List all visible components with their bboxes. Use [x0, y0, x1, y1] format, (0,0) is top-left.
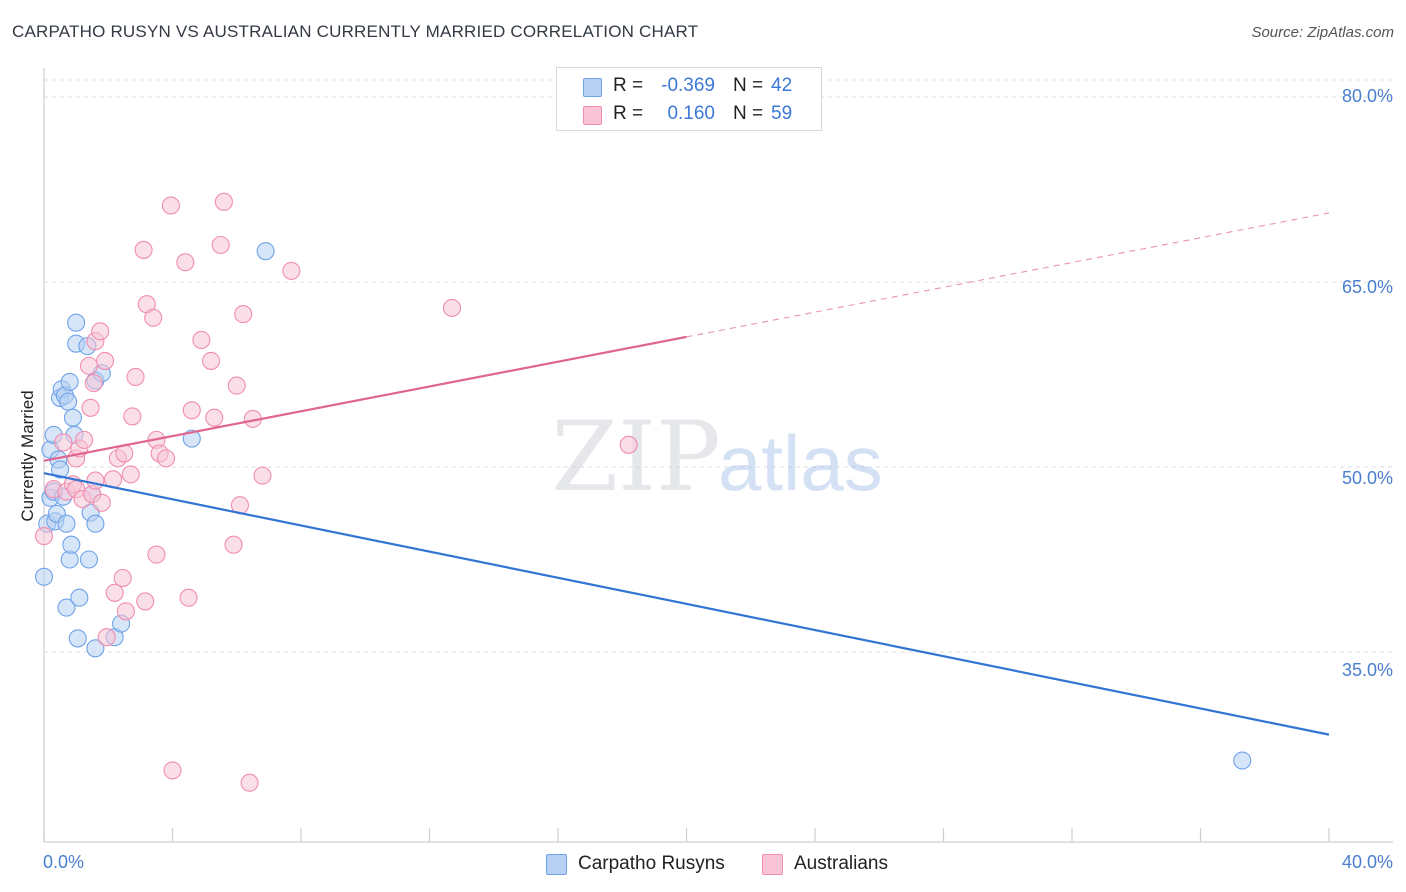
data-point [81, 398, 100, 417]
data-point [240, 773, 259, 792]
trend-line-extension-australians [686, 212, 1330, 338]
data-point [121, 465, 140, 484]
legend-label-australians: Australians [794, 853, 888, 874]
data-point [442, 298, 462, 317]
stats-row-australians: R = 0.160 N = 59 [557, 102, 821, 128]
data-point [91, 322, 110, 341]
data-point [70, 588, 89, 607]
watermark-atlas: atlas [718, 419, 883, 507]
data-point [1233, 751, 1252, 770]
data-point [214, 192, 233, 211]
data-point [192, 330, 211, 350]
data-point [116, 602, 135, 621]
watermark-zip: ZIP [551, 401, 720, 513]
correlation-stats-box: R = -0.369 N = 42 R = 0.160 N = 59 [556, 67, 822, 131]
watermark: ZIP atlas [551, 401, 882, 513]
data-point [59, 392, 78, 411]
data-point [256, 242, 275, 261]
stats-n-value: 42 [771, 75, 793, 96]
data-point [95, 351, 115, 370]
data-point [134, 240, 153, 259]
trend-line-carpatho [43, 472, 1330, 736]
x-tick-label-min: 0.0% [43, 852, 85, 872]
data-point [123, 407, 142, 426]
stats-swatch-carpatho [583, 78, 602, 97]
data-point [75, 430, 94, 449]
data-point [57, 598, 76, 617]
y-tick-label-50: 50.0% [1341, 468, 1393, 488]
data-point [144, 308, 163, 327]
data-point [179, 588, 198, 607]
data-point [234, 305, 253, 324]
data-point [227, 376, 246, 395]
y-tick-label-80: 80.0% [1341, 86, 1393, 106]
data-point [34, 527, 54, 546]
data-point [126, 367, 145, 387]
data-point [86, 514, 105, 533]
data-point [105, 583, 124, 602]
gridlines [44, 79, 1393, 653]
legend-swatch-australians [762, 854, 783, 875]
data-point [84, 374, 103, 393]
stats-r-label: R = [613, 75, 644, 96]
trend-line-australians [43, 335, 687, 462]
data-point [92, 493, 111, 512]
legend: Carpatho Rusyns Australians [0, 852, 1406, 878]
data-point [157, 449, 176, 468]
y-tick-label-35: 35.0% [1341, 660, 1393, 680]
stats-n-label: N = [733, 75, 764, 96]
data-point [67, 313, 86, 332]
data-point [211, 235, 230, 255]
data-point [224, 535, 243, 554]
data-point [86, 639, 105, 658]
data-point [113, 568, 132, 588]
legend-swatch-carpatho [546, 854, 567, 875]
data-point [182, 429, 201, 448]
data-point [202, 351, 221, 370]
y-axis-label: Currently Married [18, 390, 37, 522]
data-point [54, 433, 73, 452]
points-layer [34, 192, 1252, 792]
chart-title: CARPATHO RUSYN VS AUSTRALIAN CURRENTLY M… [12, 22, 699, 41]
data-point [86, 471, 105, 490]
data-point [60, 372, 79, 391]
stats-row-carpatho: R = -0.369 N = 42 [557, 74, 821, 100]
stats-n-label: N = [733, 103, 764, 124]
trend-layer [43, 212, 1330, 736]
data-point [205, 408, 224, 427]
stats-r-label: R = [613, 103, 644, 124]
data-point [51, 460, 70, 479]
data-point [619, 435, 638, 454]
data-point [176, 253, 195, 272]
stats-swatch-australians [583, 106, 602, 125]
data-point [161, 196, 180, 215]
data-point [34, 567, 54, 586]
chart-source: Source: ZipAtlas.com [1251, 24, 1394, 41]
data-point [163, 761, 182, 780]
stats-n-value: 59 [771, 103, 793, 124]
data-point [79, 550, 99, 569]
stats-r-value: -0.369 [661, 75, 715, 96]
data-point [63, 408, 82, 427]
data-point [182, 401, 201, 420]
data-point [282, 261, 301, 280]
data-point [79, 356, 99, 375]
series-australians [34, 192, 638, 792]
data-point [97, 628, 116, 647]
data-point [68, 629, 87, 648]
data-point [253, 466, 272, 485]
data-point [57, 514, 76, 533]
data-point [62, 535, 81, 554]
data-point [136, 592, 155, 611]
stats-r-value: 0.160 [667, 103, 715, 124]
y-tick-label-65: 65.0% [1341, 277, 1393, 297]
legend-label-carpatho: Carpatho Rusyns [578, 853, 725, 874]
x-tick-label-max: 40.0% [1341, 852, 1393, 872]
data-point [147, 545, 166, 564]
